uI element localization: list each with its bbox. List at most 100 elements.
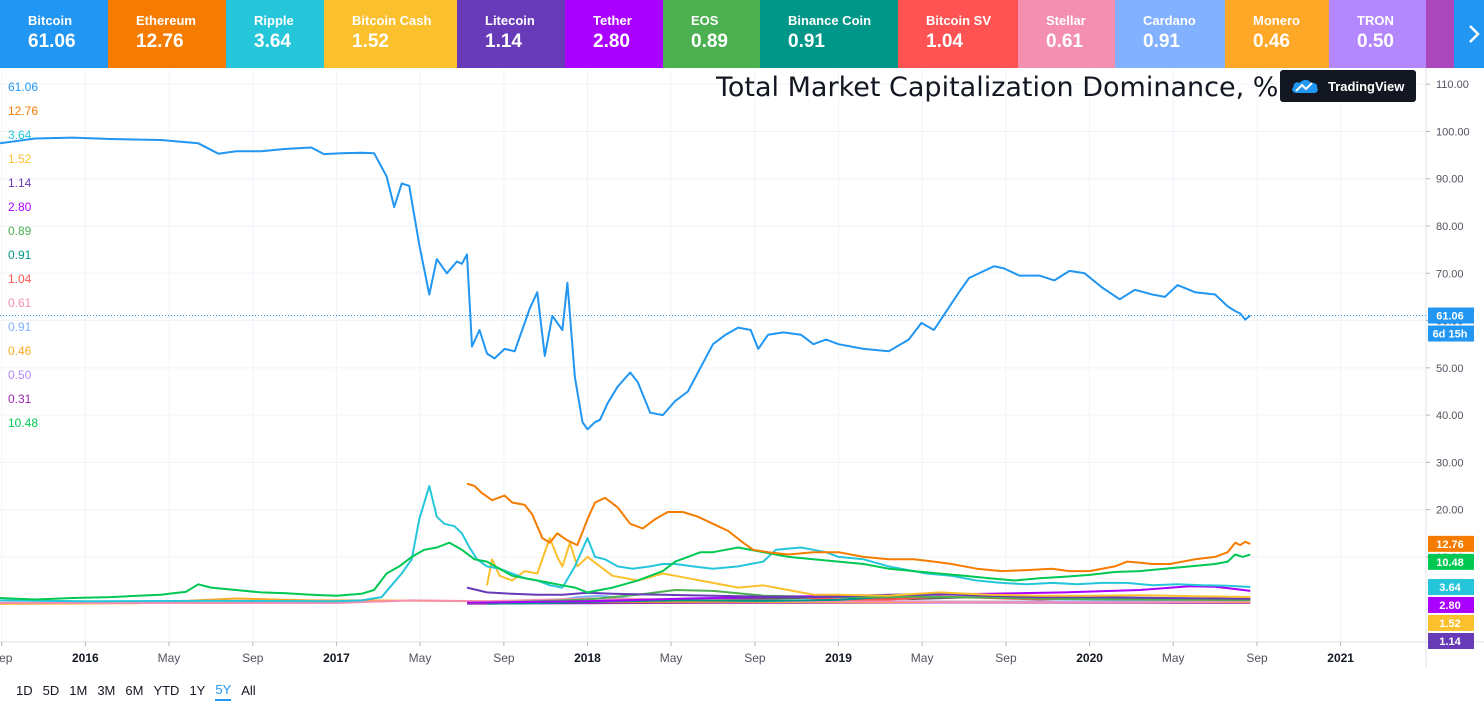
price-pill-bg [1428, 632, 1474, 649]
ticker-name: Bitcoin [28, 13, 73, 28]
y-tick-label: 70.00 [1436, 268, 1464, 280]
series-line[interactable] [0, 485, 1251, 603]
ticker-tile-eos[interactable]: EOS 0.89 [663, 0, 760, 68]
tradingview-logo[interactable]: TradingView [1280, 70, 1416, 102]
ticker-value: 1.14 [485, 31, 522, 52]
chart-area[interactable]: 110.00100.0090.0080.0070.0060.0050.0040.… [0, 68, 1484, 668]
ticker-tile-more[interactable] [1426, 0, 1454, 68]
series-line[interactable] [486, 537, 1251, 598]
y-tick-label: 50.00 [1436, 363, 1464, 375]
ticker-name: Bitcoin SV [926, 13, 992, 28]
x-tick-label: 2019 [825, 651, 852, 665]
chevron-right-icon [1469, 25, 1480, 43]
price-pill-label: 2.80 [1439, 600, 1460, 612]
range-button-1m[interactable]: 1M [69, 682, 88, 698]
legend-value: 0.50 [8, 368, 32, 382]
ticker-name: Ethereum [136, 13, 196, 28]
x-tick-label: 2020 [1076, 651, 1103, 665]
legend-value: 0.31 [8, 392, 32, 406]
ticker-tile-cardano[interactable]: Cardano 0.91 [1115, 0, 1225, 68]
next-button[interactable] [1454, 0, 1484, 68]
x-tick-label: May [409, 651, 432, 665]
ticker-name: Ripple [254, 13, 294, 28]
x-tick-label: 2021 [1327, 651, 1354, 665]
x-tick-label: Sep [744, 651, 766, 665]
x-tick-label: Sep [0, 651, 13, 665]
price-pill: 10.48 [1428, 553, 1474, 570]
chart-title: Total Market Capitalization Dominance, % [716, 72, 1279, 103]
range-button-3m[interactable]: 3M [97, 682, 116, 698]
ticker-tile-bitcoin-sv[interactable]: Bitcoin SV 1.04 [898, 0, 1018, 68]
y-tick-label: 30.00 [1436, 457, 1464, 469]
ticker-name: Cardano [1143, 13, 1196, 28]
x-tick-label: 2016 [72, 651, 99, 665]
ticker-value: 0.46 [1253, 31, 1290, 52]
ticker-value: 1.52 [352, 31, 389, 52]
ticker-name: TRON [1357, 13, 1394, 28]
range-button-ytd[interactable]: YTD [153, 682, 180, 698]
ticker-tile-monero[interactable]: Monero 0.46 [1225, 0, 1329, 68]
price-pill-bg [1428, 535, 1474, 552]
ticker-tile-bitcoin-cash[interactable]: Bitcoin Cash 1.52 [324, 0, 457, 68]
ticker-name: Bitcoin Cash [352, 13, 432, 28]
ticker-tile-bitcoin[interactable]: Bitcoin 61.06 [0, 0, 108, 68]
x-tick-label: May [660, 651, 683, 665]
price-pill: 1.14 [1428, 632, 1474, 649]
legend-value: 0.61 [8, 296, 32, 310]
price-pill-bg [1428, 307, 1474, 324]
ticker-tile-litecoin[interactable]: Litecoin 1.14 [457, 0, 565, 68]
range-button-1y[interactable]: 1Y [189, 682, 206, 698]
price-pill-label: 1.14 [1439, 636, 1461, 648]
ticker-value: 3.64 [254, 31, 291, 52]
legend-value: 1.14 [8, 176, 32, 190]
ticker-tile-ethereum[interactable]: Ethereum 12.76 [108, 0, 226, 68]
price-pill: 2.80 [1428, 596, 1474, 613]
range-button-1d[interactable]: 1D [16, 682, 33, 698]
legend-value: 3.64 [8, 128, 32, 142]
legend-value: 1.04 [8, 272, 32, 286]
price-pill-bg [1428, 596, 1474, 613]
range-selector: 1D 5D 1M 3M 6M YTD 1Y 5Y All [0, 670, 1484, 710]
ticker-value: 0.61 [1046, 31, 1083, 52]
series-line[interactable] [0, 541, 1251, 601]
x-tick-label: Sep [995, 651, 1017, 665]
price-pill-label: 12.76 [1436, 539, 1464, 551]
price-pill: 61.06 [1428, 307, 1474, 324]
cloud-icon [1292, 80, 1318, 93]
range-button-all[interactable]: All [241, 682, 256, 698]
series-line[interactable] [466, 586, 1251, 600]
legend-value: 12.76 [8, 104, 39, 118]
ticker-tile-tether[interactable]: Tether 2.80 [565, 0, 663, 68]
price-pill: 3.64 [1428, 578, 1474, 595]
x-tick-label: Sep [242, 651, 264, 665]
ticker-tile-ripple[interactable]: Ripple 3.64 [226, 0, 324, 68]
y-tick-label: 20.00 [1436, 505, 1464, 517]
x-tick-label: 2017 [323, 651, 350, 665]
chart-svg[interactable]: 110.00100.0090.0080.0070.0060.0050.0040.… [0, 68, 1484, 668]
price-pill: 12.76 [1428, 535, 1474, 552]
time-badge: 6d 15h [1433, 329, 1468, 341]
ticker-name: Tether [593, 13, 632, 28]
x-tick-label: May [911, 651, 934, 665]
ticker-name: Litecoin [485, 13, 535, 28]
ticker-value: 0.91 [788, 31, 825, 52]
price-pill-bg [1428, 553, 1474, 570]
range-button-6m[interactable]: 6M [125, 682, 144, 698]
ticker-value: 1.04 [926, 31, 963, 52]
ticker-tile-binance-coin[interactable]: Binance Coin 0.91 [760, 0, 898, 68]
legend-value: 0.46 [8, 344, 32, 358]
series-line[interactable] [466, 482, 1251, 573]
ticker-value: 61.06 [28, 31, 76, 52]
x-tick-label: Sep [1246, 651, 1268, 665]
ticker-tile-tron[interactable]: TRON 0.50 [1329, 0, 1426, 68]
y-tick-label: 80.00 [1436, 221, 1464, 233]
range-button-5d[interactable]: 5D [42, 682, 60, 698]
x-tick-label: May [1162, 651, 1185, 665]
range-button-5y[interactable]: 5Y [215, 680, 232, 701]
ticker-tile-stellar[interactable]: Stellar 0.61 [1018, 0, 1115, 68]
x-tick-label: 2018 [574, 651, 601, 665]
ticker-value: 0.91 [1143, 31, 1180, 52]
ticker-value: 0.89 [691, 31, 728, 52]
series-line[interactable] [0, 136, 1251, 431]
ticker-value: 2.80 [593, 31, 630, 52]
